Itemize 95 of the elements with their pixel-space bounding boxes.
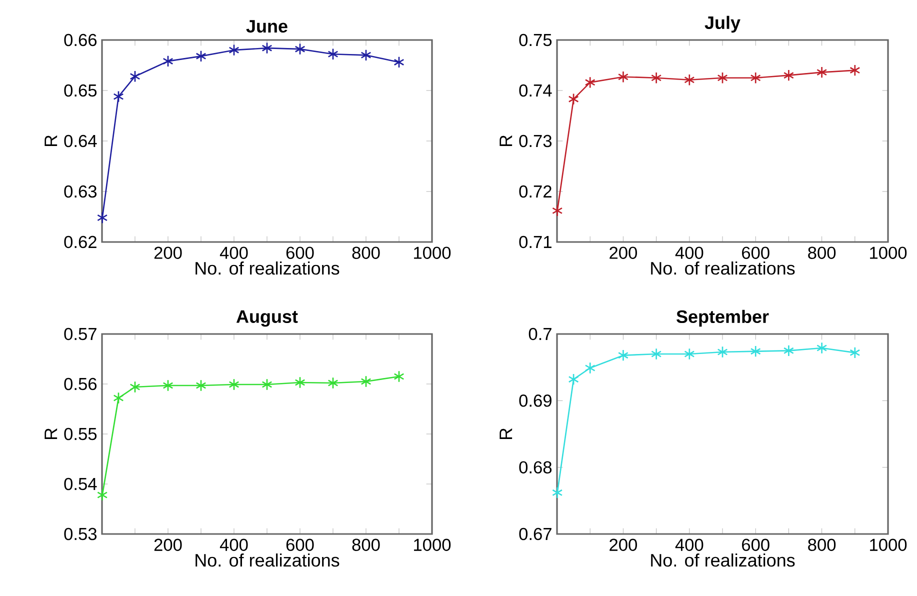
- point: [130, 380, 140, 393]
- point: [568, 93, 579, 106]
- y-tick-label: 0.65: [64, 84, 97, 97]
- y-tick-label: 0.67: [519, 528, 552, 540]
- y-tick-label: 0.62: [64, 236, 96, 248]
- x-tick-label: 600: [286, 538, 314, 551]
- y-axis-title: R: [500, 135, 512, 146]
- chart-title: June: [246, 20, 288, 33]
- y-tick-label: 0.55: [64, 428, 97, 440]
- y-tick-label: 0.72: [519, 185, 552, 198]
- point: [162, 379, 174, 392]
- point: [651, 348, 662, 360]
- y-tick-label: 0.75: [519, 34, 552, 46]
- point: [750, 345, 761, 358]
- x-tick-label: 200: [154, 538, 182, 551]
- point: [618, 349, 628, 362]
- point: [360, 49, 372, 62]
- point: [552, 486, 563, 499]
- point: [850, 64, 860, 76]
- point: [750, 72, 761, 84]
- y-tick-label: 0.69: [519, 394, 552, 407]
- point: [651, 72, 662, 84]
- point: [97, 212, 108, 224]
- point: [228, 44, 240, 56]
- x-tick-label: 600: [742, 246, 770, 259]
- point: [684, 348, 695, 360]
- point: [816, 66, 828, 78]
- chart-title: August: [236, 310, 298, 327]
- chart-title: September: [676, 310, 769, 327]
- y-tick-label: 0.57: [64, 328, 96, 340]
- y-tick-label: 0.71: [519, 236, 552, 248]
- y-tick-label: 0.56: [64, 378, 97, 390]
- point: [262, 378, 272, 390]
- point: [328, 48, 338, 60]
- y-axis-title: R: [44, 135, 58, 146]
- y-tick-label: 0.7: [528, 328, 552, 340]
- point: [196, 379, 206, 392]
- point: [717, 346, 728, 358]
- x-tick-label: 200: [610, 538, 637, 551]
- x-tick-label: 400: [675, 538, 704, 551]
- x-tick-label: 200: [154, 246, 182, 259]
- point: [783, 344, 794, 357]
- x-tick-label: 600: [286, 246, 314, 259]
- x-tick-label: 1000: [414, 246, 451, 259]
- x-tick-label: 1000: [414, 538, 451, 551]
- x-tick-label: 600: [742, 538, 770, 551]
- point: [228, 378, 240, 390]
- point: [97, 488, 108, 502]
- point: [584, 362, 596, 374]
- x-tick-label: 800: [352, 246, 380, 259]
- y-axis-title: R: [44, 428, 58, 440]
- point: [394, 370, 404, 383]
- point: [684, 74, 695, 86]
- point: [783, 69, 794, 82]
- x-tick-label: 400: [220, 246, 248, 259]
- y-tick-label: 0.53: [64, 528, 97, 540]
- x-axis-title: No. of realizations: [196, 553, 340, 567]
- y-tick-label: 0.74: [519, 84, 552, 97]
- y-axis-title: R: [500, 428, 512, 440]
- point: [850, 346, 860, 359]
- x-axis-title: No. of realizations: [196, 261, 340, 275]
- y-tick-label: 0.66: [64, 34, 97, 46]
- point: [360, 375, 372, 388]
- point: [262, 42, 272, 54]
- chart-title: July: [704, 16, 740, 33]
- point: [196, 50, 206, 62]
- x-axis-title: No. of realizations: [651, 261, 795, 275]
- y-tick-label: 0.68: [519, 461, 552, 474]
- point: [552, 204, 563, 217]
- x-tick-label: 1000: [870, 538, 907, 551]
- x-tick-label: 800: [808, 246, 836, 259]
- point: [294, 376, 306, 388]
- point: [113, 90, 124, 103]
- x-tick-label: 200: [610, 246, 637, 259]
- y-tick-label: 0.54: [64, 478, 97, 490]
- point: [584, 76, 596, 88]
- point: [618, 70, 628, 83]
- point: [394, 56, 404, 68]
- y-tick-label: 0.63: [64, 185, 97, 198]
- x-tick-label: 800: [808, 538, 836, 551]
- x-tick-label: 800: [352, 538, 380, 551]
- x-tick-label: 1000: [870, 246, 907, 259]
- point: [130, 70, 140, 82]
- y-tick-label: 0.64: [64, 134, 97, 148]
- point: [816, 342, 828, 354]
- point: [113, 392, 124, 404]
- point: [568, 373, 579, 386]
- point: [328, 376, 338, 389]
- point: [294, 43, 306, 56]
- x-tick-label: 400: [220, 538, 248, 551]
- point: [162, 55, 174, 68]
- y-tick-label: 0.73: [519, 134, 552, 148]
- x-tick-label: 400: [675, 246, 704, 259]
- x-axis-title: No. of realizations: [651, 553, 795, 567]
- point: [717, 72, 728, 84]
